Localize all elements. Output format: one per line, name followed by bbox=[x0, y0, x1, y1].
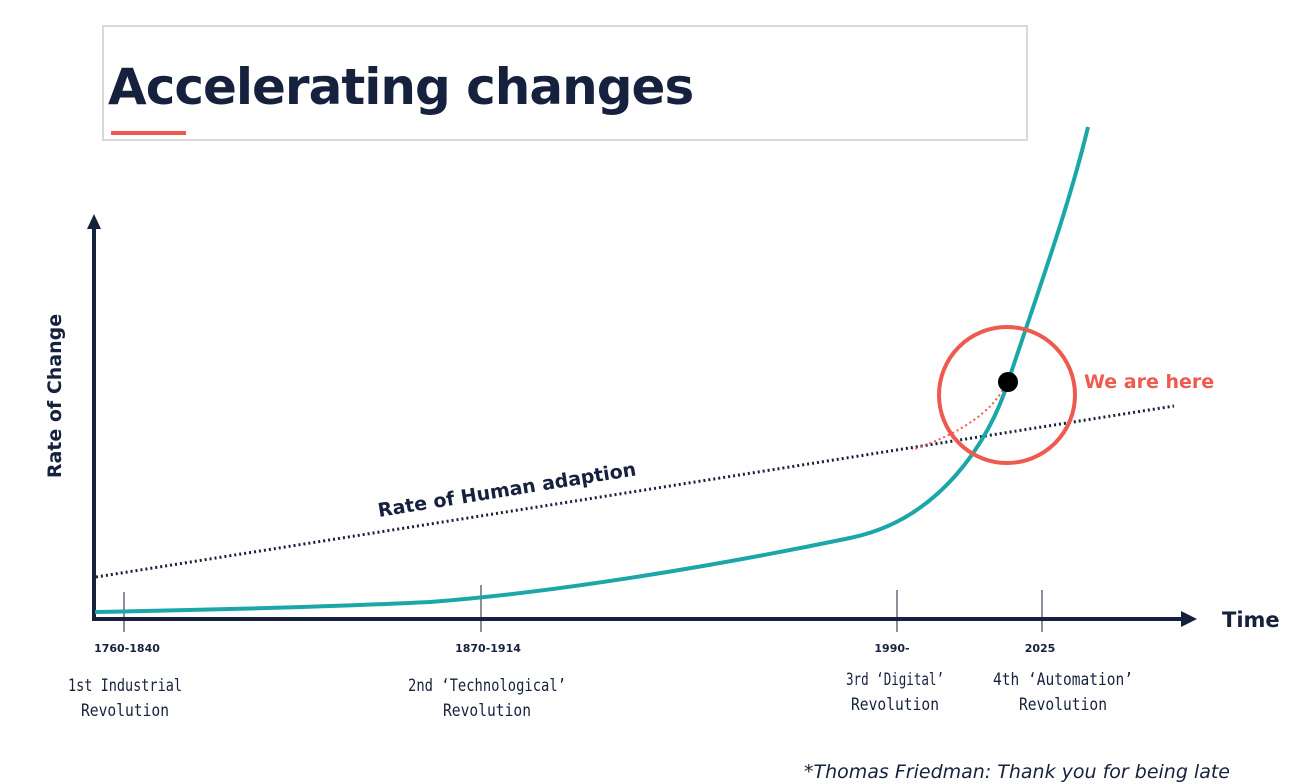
title-underline bbox=[111, 131, 186, 135]
y-axis-label: Rate of Change bbox=[44, 314, 66, 478]
page-title: Accelerating changes bbox=[108, 58, 694, 116]
footnote: *Thomas Friedman: Thank you for being la… bbox=[804, 761, 1230, 783]
we-are-here-circle bbox=[937, 325, 1077, 465]
human-adaption-line bbox=[95, 404, 1175, 579]
x-axis-label: Time bbox=[1222, 608, 1280, 632]
era-period: 1760-1840 bbox=[94, 642, 160, 655]
era-period: 1870-1914 bbox=[455, 642, 521, 655]
x-axis-arrowhead bbox=[1181, 611, 1197, 627]
we-are-here-dot bbox=[998, 372, 1018, 392]
era-name: Revolution bbox=[851, 695, 939, 715]
era-name: Revolution bbox=[1019, 695, 1107, 715]
rate-of-change-curve bbox=[94, 126, 1090, 614]
title-box: Accelerating changes bbox=[102, 25, 1028, 141]
era-name: 4th ‘Automation’ bbox=[993, 670, 1133, 690]
era-period: 2025 bbox=[1025, 642, 1056, 655]
era-name: 2nd ‘Technological’ bbox=[408, 676, 566, 696]
era-name: 1st Industrial bbox=[68, 676, 182, 696]
era-period: 1990- bbox=[874, 642, 909, 655]
y-axis-arrowhead bbox=[87, 214, 101, 229]
era-name: Revolution bbox=[81, 701, 169, 721]
era-name: 3rd ‘Digital’ bbox=[846, 670, 944, 690]
era-name: Revolution bbox=[443, 701, 531, 721]
we-are-here-label: We are here bbox=[1084, 371, 1214, 393]
